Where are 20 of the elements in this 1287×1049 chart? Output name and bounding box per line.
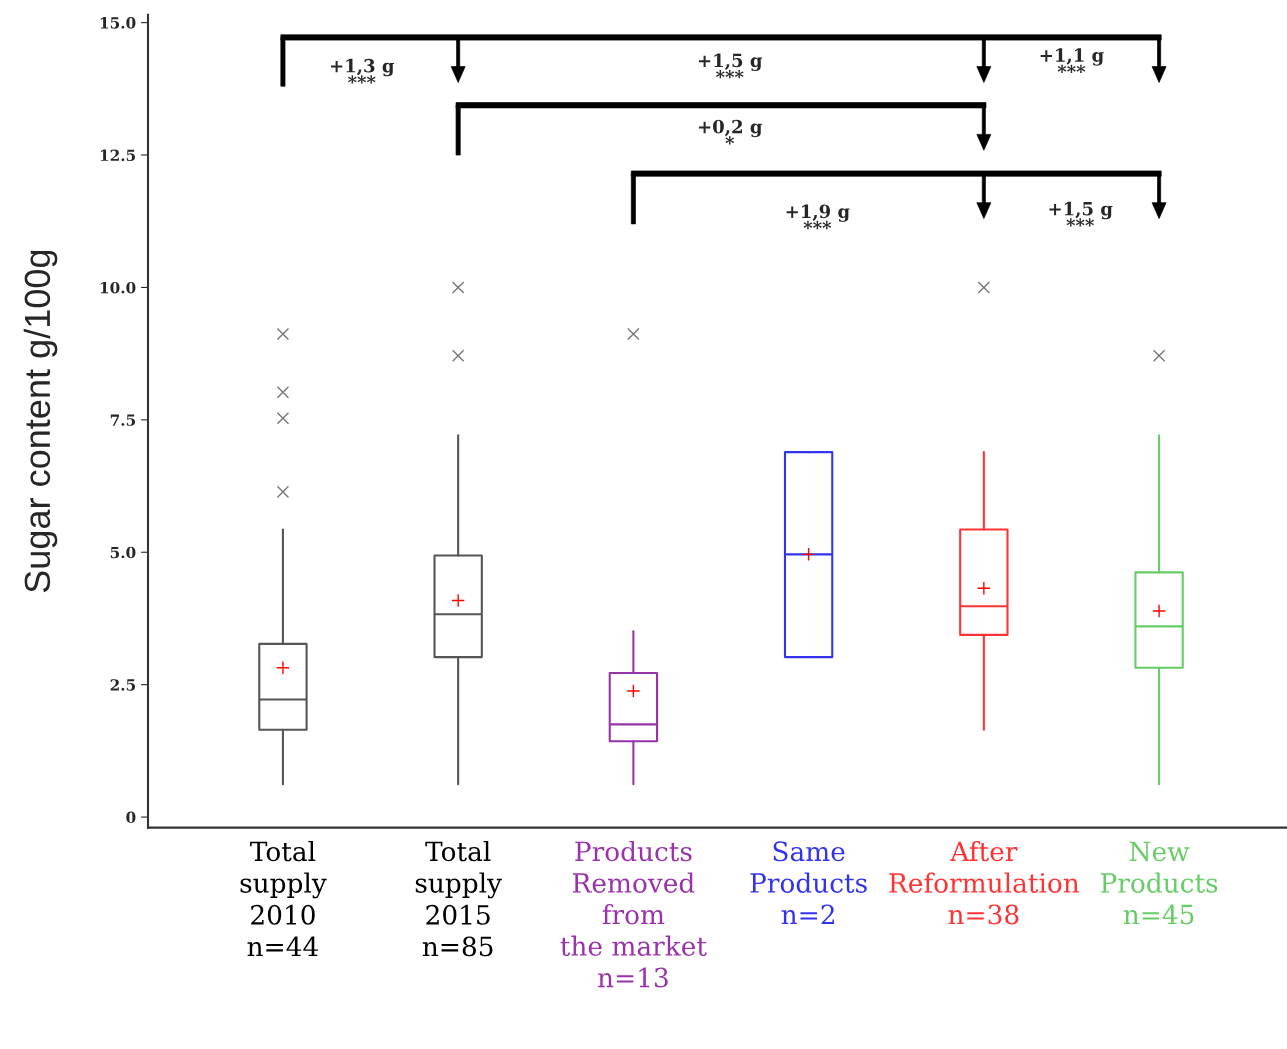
annotation: +0,2 g * [698, 119, 763, 145]
x-tick-label: Total supply 2010 n=44 [240, 840, 327, 956]
annotation: +1,1 g *** [1040, 48, 1104, 74]
y-tick-label: 2.5 [110, 679, 136, 691]
annotation: +1,3 g *** [330, 58, 395, 84]
annotation: +1,5 g *** [698, 53, 763, 79]
x-tick-label: After Reformulation n=38 [889, 840, 1080, 925]
y-tick-label: 5.0 [110, 546, 136, 559]
y-tick-label: 7.5 [110, 414, 136, 426]
x-tick-label: Same Products n=2 [750, 841, 867, 925]
y-tick-label: 0 [126, 811, 136, 824]
x-tick-label: Total supply 2015 n=85 [415, 840, 502, 957]
y-axis-title: Sugar content g/100g [23, 250, 58, 593]
x-tick-label: Products Removed from the market n=13 [560, 840, 707, 988]
annotation: +1,5 g *** [1049, 201, 1113, 227]
y-tick-label: 10.0 [100, 281, 136, 294]
y-tick-label: 12.5 [100, 149, 136, 162]
annotation: +1,9 g *** [786, 204, 850, 230]
y-tick-label: 15.0 [100, 17, 136, 29]
x-tick-label: New Products n=45 [1101, 841, 1218, 925]
